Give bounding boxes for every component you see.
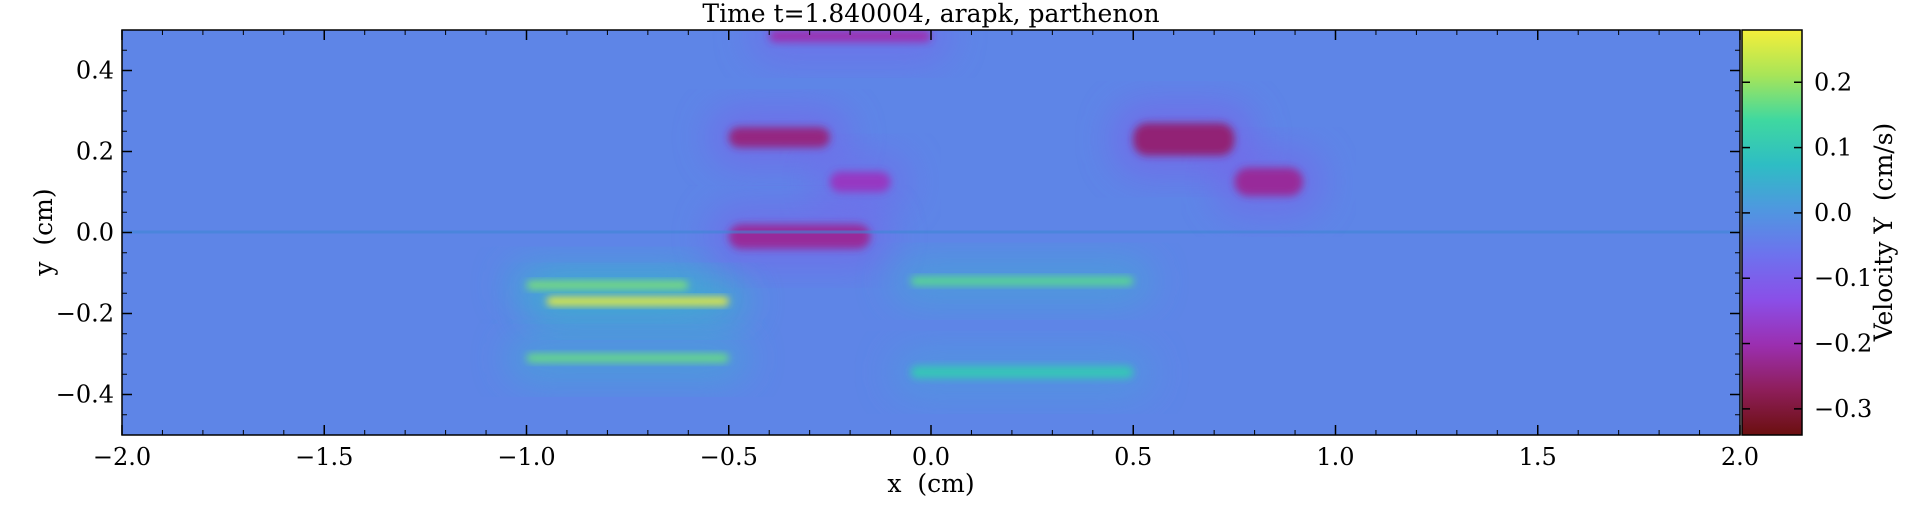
heatmap-feature-6 (546, 297, 729, 306)
chart-title: Time t=1.840004, arapk, parthenon (702, 0, 1159, 28)
x-tick-label: −2.0 (93, 443, 151, 471)
heatmap-feature-7 (526, 281, 689, 290)
colorbar-gradient (1741, 29, 1803, 436)
colorbar-tick-label: −0.3 (1814, 395, 1872, 423)
colorbar: −0.3 −0.2 −0.1 0.0 0.1 0.2 Velocity Y (cm/s) (1741, 29, 1898, 436)
y-tick-label: −0.2 (56, 300, 114, 328)
colorbar-tick-label: 0.2 (1814, 68, 1852, 96)
x-tick-label: 1.0 (1316, 443, 1354, 471)
x-tick-label: −1.0 (497, 443, 555, 471)
heatmap-feature-10 (910, 366, 1134, 379)
x-tick-label: 1.5 (1519, 443, 1557, 471)
x-tick-label: −0.5 (700, 443, 758, 471)
x-tick-label: 2.0 (1721, 443, 1759, 471)
x-axis: −2.0 −1.5 −1.0 −0.5 0.0 0.5 1.0 1.5 2.0 (93, 30, 1759, 471)
heatmap-feature-9 (910, 277, 1134, 286)
heatmap-feature-2 (829, 171, 891, 192)
x-tick-label: 0.0 (912, 443, 950, 471)
heatmap-feature-0 (728, 127, 830, 148)
plot-area (122, 30, 1740, 435)
colorbar-tick-label: 0.0 (1814, 199, 1852, 227)
x-tick-label: 0.5 (1114, 443, 1152, 471)
x-tick-label: −1.5 (295, 443, 353, 471)
heatmap-feature-8 (526, 354, 729, 363)
colorbar-label: Velocity Y (cm/s) (1869, 123, 1898, 343)
y-tick-label: 0.4 (76, 57, 114, 85)
colorbar-tick-label: −0.2 (1814, 330, 1872, 358)
colorbar-tick-label: −0.1 (1814, 264, 1872, 292)
heatmap-feature-3 (1234, 167, 1304, 197)
colorbar-ticks: −0.3 −0.2 −0.1 0.0 0.1 0.2 (1742, 68, 1872, 423)
y-axis-label: y (cm) (29, 188, 58, 276)
y-tick-label: 0.0 (76, 219, 114, 247)
y-tick-label: −0.4 (56, 381, 114, 409)
y-axis: −0.4 −0.2 0.0 0.2 0.4 (56, 29, 1740, 436)
heatmap-feature-1 (1133, 123, 1235, 156)
y-tick-label: 0.2 (76, 138, 114, 166)
x-axis-label: x (cm) (887, 469, 974, 498)
colorbar-tick-label: 0.1 (1814, 134, 1852, 162)
heatmap-feature-4 (728, 224, 871, 249)
